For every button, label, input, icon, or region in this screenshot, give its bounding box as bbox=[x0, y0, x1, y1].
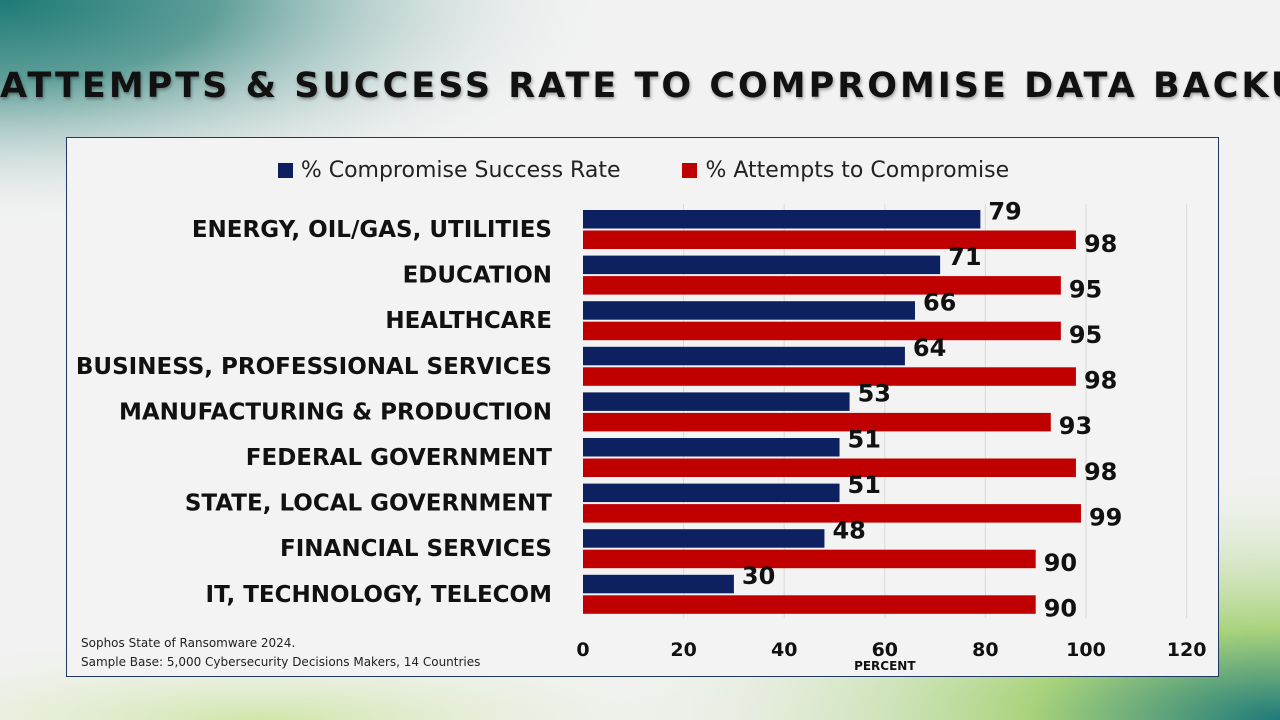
legend-swatch-attempts bbox=[682, 162, 698, 178]
source-line-1: Sophos State of Ransomware 2024. bbox=[81, 636, 296, 650]
legend-swatch-success bbox=[277, 162, 293, 178]
data-label-success: 79 bbox=[988, 197, 1021, 225]
category-label: MANUFACTURING & PRODUCTION bbox=[119, 399, 552, 425]
data-label-success: 64 bbox=[913, 334, 946, 362]
category-label: BUSINESS, PROFESSIONAL SERVICES bbox=[76, 354, 552, 380]
slide-title: ATTEMPTS & SUCCESS RATE TO COMPROMISE DA… bbox=[0, 66, 1280, 106]
data-label-success: 51 bbox=[848, 425, 881, 453]
category-label: IT, TECHNOLOGY, TELECOM bbox=[206, 582, 552, 608]
bar-attempts bbox=[583, 595, 1036, 614]
category-label: STATE, LOCAL GOVERNMENT bbox=[185, 491, 552, 517]
bar-success bbox=[583, 346, 905, 366]
x-tick-label: 100 bbox=[1066, 639, 1106, 661]
bar-attempts bbox=[583, 230, 1076, 249]
bar-attempts bbox=[583, 458, 1076, 477]
data-label-attempts: 93 bbox=[1059, 412, 1092, 440]
bar-attempts bbox=[583, 321, 1061, 341]
data-label-attempts: 95 bbox=[1069, 275, 1102, 303]
x-tick-label: 120 bbox=[1167, 639, 1207, 661]
data-label-attempts: 90 bbox=[1044, 549, 1077, 577]
data-label-attempts: 95 bbox=[1069, 321, 1102, 349]
bar-chart: ENERGY, OIL/GAS, UTILITIES 79 98 EDUCATION 7… bbox=[76, 197, 1207, 673]
bar-attempts bbox=[583, 549, 1036, 569]
bar-success bbox=[583, 574, 734, 594]
category-label: EDUCATION bbox=[403, 263, 552, 289]
data-label-attempts: 98 bbox=[1084, 367, 1117, 395]
bar-attempts bbox=[583, 367, 1076, 386]
x-tick-label: 20 bbox=[670, 639, 696, 661]
source-note: Sophos State of Ransomware 2024. Sample … bbox=[81, 634, 480, 672]
legend-label-attempts: % Attempts to Compromise bbox=[705, 157, 1010, 183]
category-label: FINANCIAL SERVICES bbox=[280, 536, 552, 562]
chart-container: % Compromise Success Rate % Attempts to … bbox=[66, 137, 1219, 677]
bar-success bbox=[583, 438, 840, 457]
bar-success bbox=[583, 483, 840, 503]
x-tick-label: 60 bbox=[872, 639, 898, 661]
chart-legend: % Compromise Success Rate % Attempts to … bbox=[67, 155, 1220, 185]
data-label-success: 51 bbox=[848, 471, 881, 499]
data-label-success: 30 bbox=[742, 562, 775, 590]
data-label-attempts: 98 bbox=[1084, 230, 1117, 258]
source-line-2: Sample Base: 5,000 Cybersecurity Decisio… bbox=[81, 655, 481, 669]
bar-success bbox=[583, 529, 825, 548]
data-label-success: 48 bbox=[832, 516, 865, 544]
data-label-attempts: 98 bbox=[1084, 458, 1117, 486]
category-label: ENERGY, OIL/GAS, UTILITIES bbox=[192, 217, 552, 243]
legend-item-success: % Compromise Success Rate bbox=[277, 155, 621, 185]
category-label: HEALTHCARE bbox=[385, 308, 552, 334]
x-axis-title: PERCENT bbox=[854, 659, 916, 673]
x-tick-label: 80 bbox=[972, 639, 998, 661]
data-label-success: 53 bbox=[858, 380, 891, 408]
data-label-attempts: 99 bbox=[1089, 503, 1122, 531]
bar-success bbox=[583, 301, 915, 320]
bar-success bbox=[583, 210, 981, 229]
category-label: FEDERAL GOVERNMENT bbox=[246, 445, 553, 471]
legend-label-success: % Compromise Success Rate bbox=[300, 157, 621, 183]
x-tick-label: 0 bbox=[576, 639, 589, 661]
data-label-success: 71 bbox=[948, 243, 981, 271]
legend-item-attempts: % Attempts to Compromise bbox=[682, 155, 1009, 185]
bar-success bbox=[583, 255, 941, 275]
bar-success bbox=[583, 392, 850, 411]
data-label-success: 66 bbox=[923, 288, 956, 316]
bar-attempts bbox=[583, 412, 1051, 432]
bar-attempts bbox=[583, 276, 1061, 295]
data-label-attempts: 90 bbox=[1044, 595, 1077, 623]
x-tick-label: 40 bbox=[771, 639, 797, 661]
bar-attempts bbox=[583, 504, 1081, 523]
